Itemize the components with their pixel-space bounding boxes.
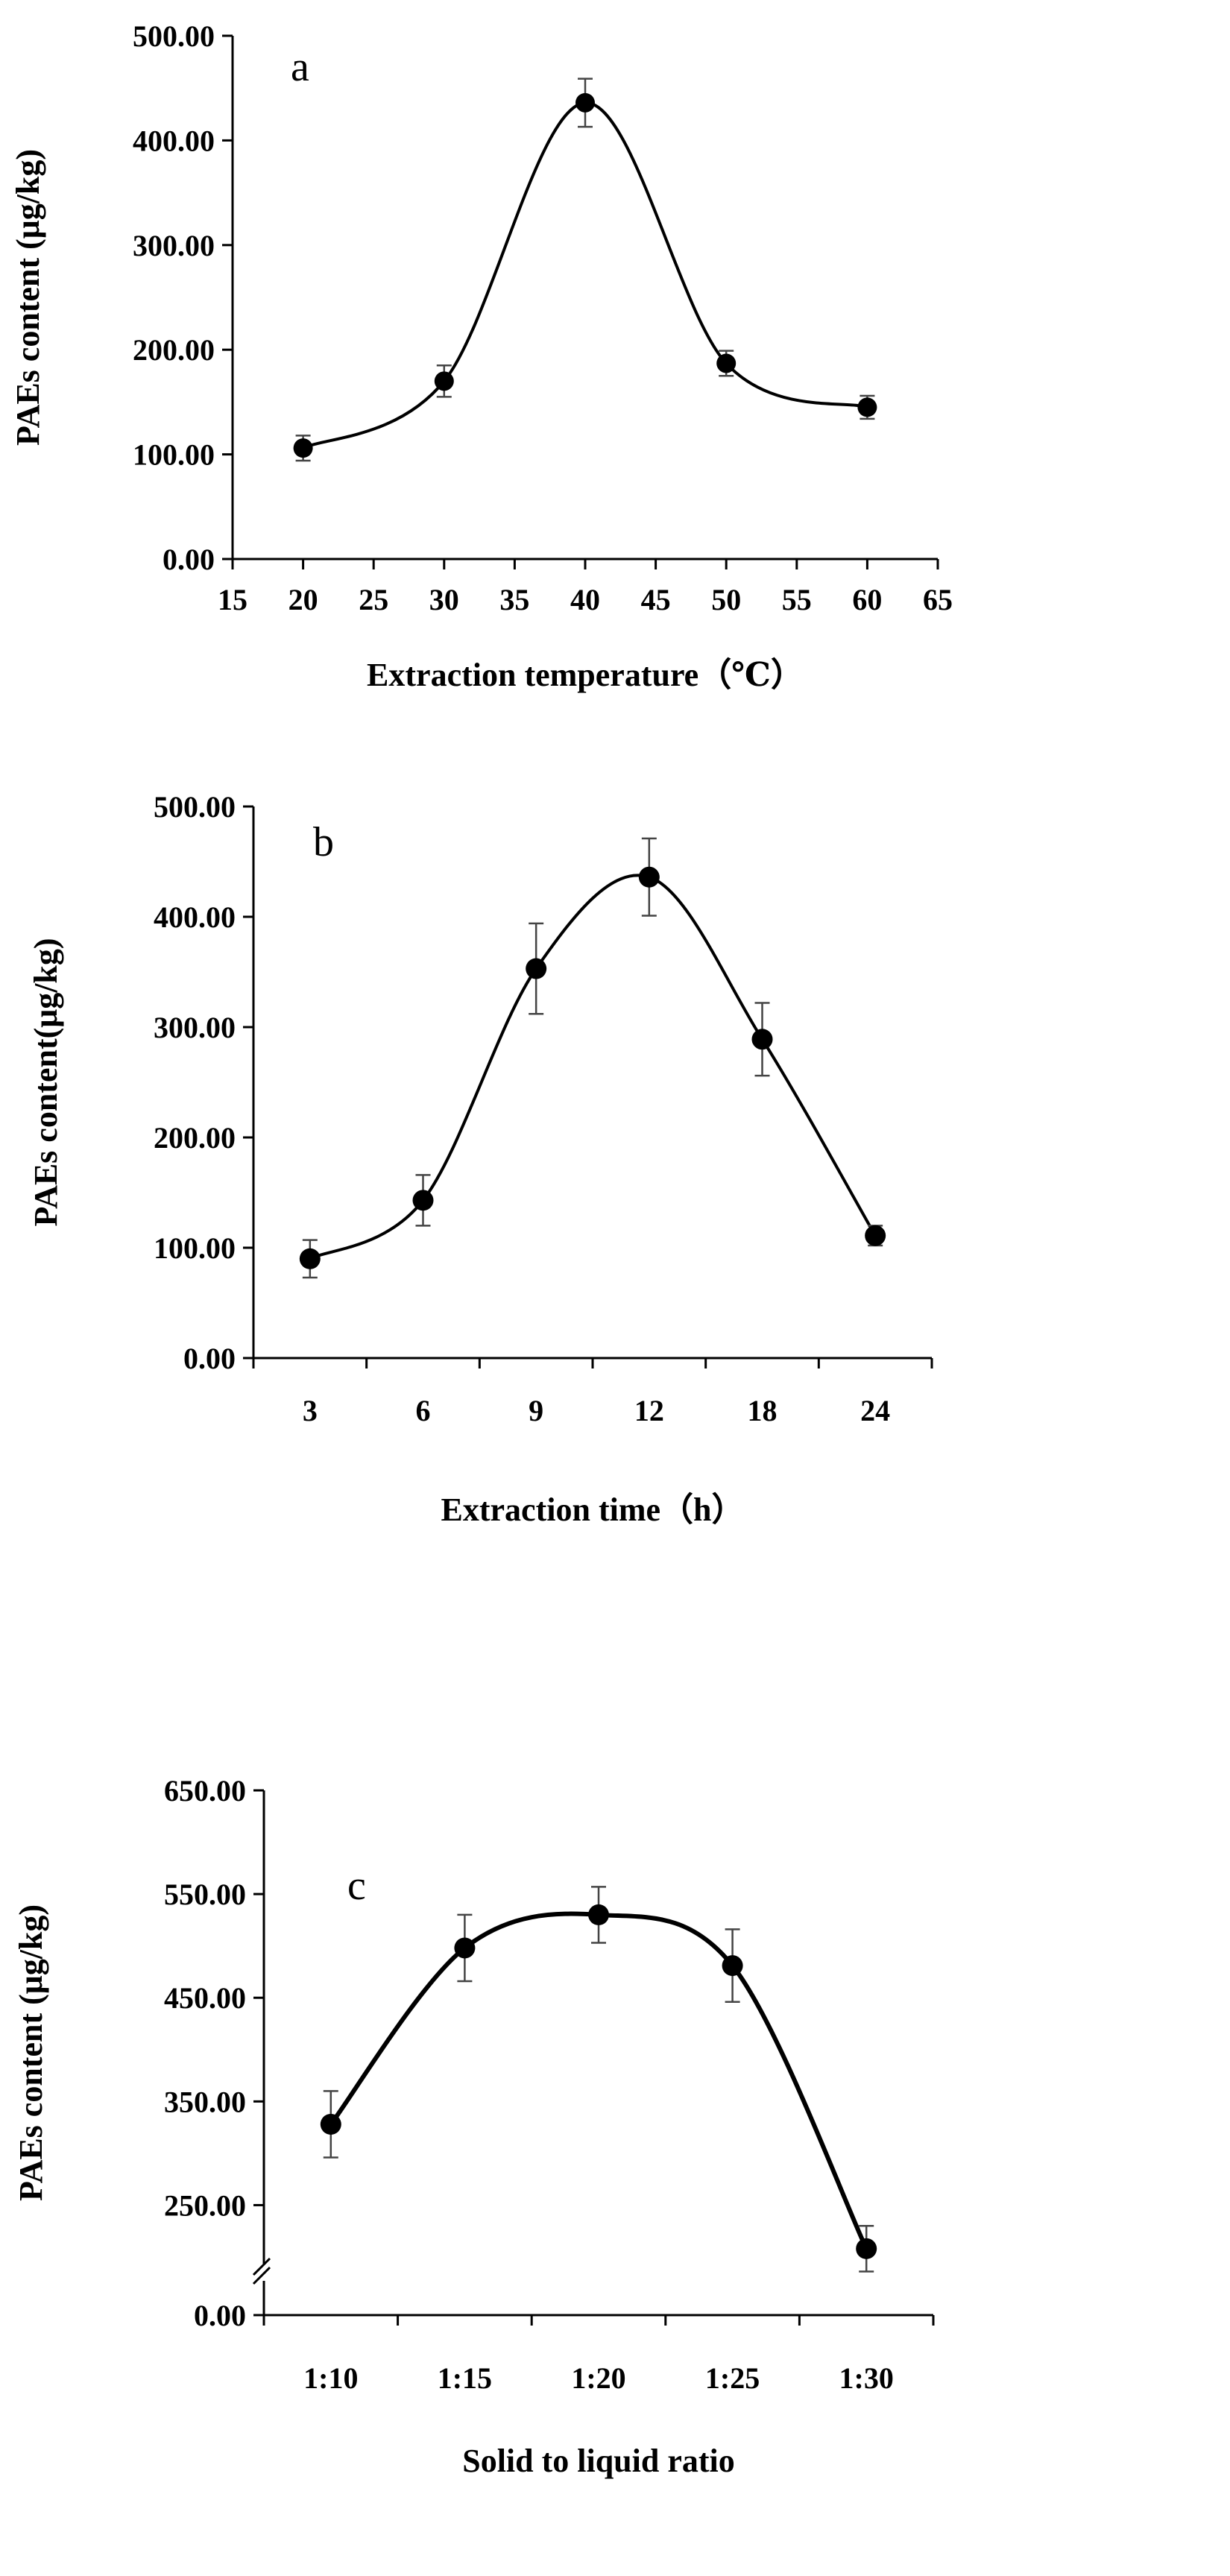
x-tick-label: 1:15 xyxy=(438,2361,492,2395)
x-tick-label: 1:25 xyxy=(705,2361,760,2395)
series-line xyxy=(302,101,868,449)
y-tick-label: 400.00 xyxy=(154,900,236,934)
data-point xyxy=(865,1225,886,1246)
x-tick-label: 18 xyxy=(748,1394,778,1427)
x-tick-label: 30 xyxy=(429,583,459,616)
chart-panel-b: 0.00 100.00 200.00 300.00 400.00 500.00 3 6 9 12 1… xyxy=(28,790,933,1528)
x-tick-label: 12 xyxy=(634,1394,664,1427)
data-point xyxy=(588,1904,609,1925)
axis-break-mark xyxy=(252,2257,271,2276)
data-point xyxy=(722,1955,743,1977)
y-tick-label: 650.00 xyxy=(164,1774,246,1808)
data-point xyxy=(299,1248,321,1269)
y-tick-label: 0.00 xyxy=(163,543,215,576)
x-tick-label: 35 xyxy=(499,583,529,616)
x-tick-label: 45 xyxy=(641,583,671,616)
x-tick-label: 20 xyxy=(288,583,318,616)
data-point xyxy=(434,371,454,391)
y-axis-title: PAEs content(μg/kg) xyxy=(28,938,64,1226)
x-tick-label: 9 xyxy=(529,1394,543,1427)
data-point xyxy=(412,1190,434,1211)
data-point xyxy=(320,2113,341,2135)
panel-label: a xyxy=(291,44,309,90)
x-tick-label: 3 xyxy=(303,1394,318,1427)
y-axis-title: PAEs content (μg/kg) xyxy=(13,1904,49,2201)
x-axis-title: Solid to liquid ratio xyxy=(462,2443,735,2479)
x-tick-label: 6 xyxy=(416,1394,431,1427)
x-tick-label: 1:10 xyxy=(303,2361,358,2395)
y-tick-label: 400.00 xyxy=(133,124,215,157)
y-tick-label: 350.00 xyxy=(164,2085,246,2118)
y-tick-label: 100.00 xyxy=(154,1231,236,1265)
x-tick-label: 1:20 xyxy=(571,2361,625,2395)
x-axis-title: Extraction time（h） xyxy=(441,1491,745,1528)
panel-label: c xyxy=(347,1863,366,1909)
data-point xyxy=(526,958,547,979)
chart-panel-a: 0.00 100.00 200.00 300.00 400.00 500.00 15 20 25… xyxy=(10,19,953,693)
data-point xyxy=(293,438,313,458)
x-tick-label: 65 xyxy=(923,583,953,616)
y-tick-label: 500.00 xyxy=(154,790,236,824)
x-tick-label: 25 xyxy=(359,583,388,616)
data-point xyxy=(454,1937,476,1959)
x-tick-label: 60 xyxy=(852,583,882,616)
axis-break-mark xyxy=(252,2266,271,2285)
x-tick-label: 55 xyxy=(782,583,812,616)
y-axis-title: PAEs content (μg/kg) xyxy=(10,149,46,446)
y-tick-label: 450.00 xyxy=(164,1981,246,2015)
data-point xyxy=(716,353,737,373)
panel-label: b xyxy=(313,819,334,865)
data-point xyxy=(638,866,660,888)
y-tick-label: 0.00 xyxy=(194,2299,246,2332)
y-tick-label: 500.00 xyxy=(133,19,215,53)
x-tick-label: 1:30 xyxy=(839,2361,894,2395)
y-tick-label: 250.00 xyxy=(164,2188,246,2222)
chart-panel-c: 0.00 250.00 350.00 450.00 550.00 650.00 1:10 1:… xyxy=(13,1774,935,2479)
data-point xyxy=(857,397,877,417)
y-tick-label: 300.00 xyxy=(133,229,215,262)
y-tick-label: 0.00 xyxy=(183,1342,236,1375)
data-point xyxy=(575,92,595,113)
y-tick-label: 200.00 xyxy=(133,333,215,367)
x-tick-label: 40 xyxy=(570,583,600,616)
series-line xyxy=(309,874,877,1260)
x-tick-label: 15 xyxy=(218,583,247,616)
series-line xyxy=(329,1911,868,2250)
x-axis-title: Extraction temperature（℃） xyxy=(367,657,804,693)
x-tick-label: 50 xyxy=(711,583,741,616)
y-tick-label: 200.00 xyxy=(154,1121,236,1155)
y-tick-label: 550.00 xyxy=(164,1878,246,1911)
data-point xyxy=(856,2238,877,2259)
y-tick-label: 300.00 xyxy=(154,1011,236,1044)
x-tick-label: 24 xyxy=(860,1394,890,1427)
y-tick-label: 100.00 xyxy=(133,438,215,472)
data-point xyxy=(751,1029,773,1050)
